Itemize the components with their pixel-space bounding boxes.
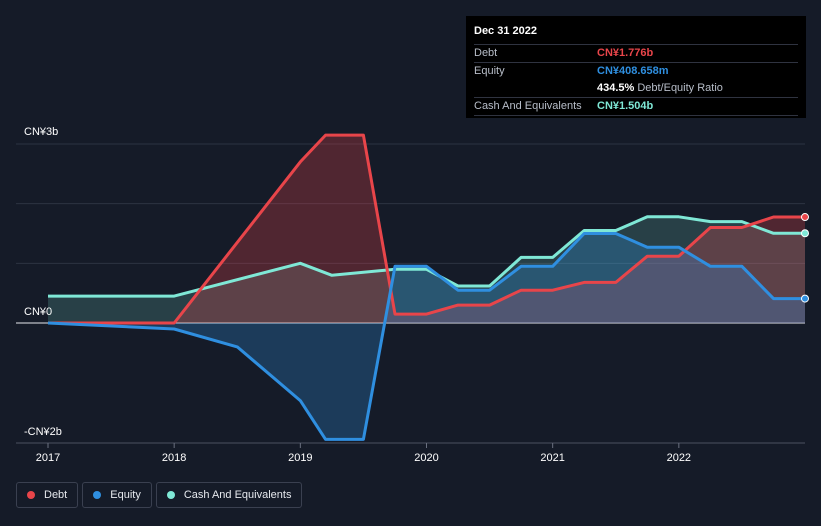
- x-tick-label-4: 2021: [540, 452, 564, 464]
- tooltip-ratio-value: 434.5%: [597, 82, 635, 94]
- legend-debt-label: Debt: [44, 489, 68, 501]
- tooltip-date: Dec 31 2022: [474, 25, 537, 37]
- y-tick-label-0: CN¥3b: [24, 126, 58, 138]
- chart-legend: Debt Equity Cash And Equivalents: [16, 482, 306, 510]
- tooltip-cash-value: CN¥1.504b: [597, 100, 654, 112]
- tooltip-debt-row: Debt CN¥1.776b: [474, 44, 798, 62]
- end-point-debt: [801, 213, 809, 222]
- y-tick-label-2: -CN¥2b: [24, 426, 62, 438]
- line-debt: [48, 133, 805, 325]
- tooltip-ratio-label: Debt/Equity Ratio: [637, 82, 723, 94]
- tooltip-debt-value: CN¥1.776b: [597, 47, 654, 59]
- series-end-points: [801, 213, 809, 303]
- tooltip-equity-value: CN¥408.658m: [597, 65, 669, 77]
- series-areas: [48, 135, 805, 440]
- equity-dot-icon: [93, 491, 102, 499]
- x-tick-label-2: 2019: [288, 452, 312, 464]
- tooltip-cash-label: Cash And Equivalents: [474, 100, 582, 112]
- y-tick-label-1: CN¥0: [24, 306, 52, 318]
- legend-item-debt[interactable]: Debt: [16, 482, 79, 508]
- debt-dot-icon: [27, 491, 35, 499]
- area-debt: [48, 135, 805, 323]
- cash-dot-icon: [166, 491, 175, 499]
- tooltip-equity-row: Equity CN¥408.658m: [474, 62, 798, 80]
- legend-cash-label: Cash And Equivalents: [183, 489, 292, 501]
- legend-equity-label: Equity: [110, 489, 141, 501]
- line-cash: [48, 215, 805, 298]
- end-point-cash: [801, 229, 809, 238]
- tooltip-cash-row: Cash And Equivalents CN¥1.504b: [474, 97, 798, 116]
- line-equity: [47, 232, 805, 441]
- tooltip-debt-label: Debt: [474, 47, 498, 59]
- legend-item-equity[interactable]: Equity: [82, 482, 152, 508]
- x-tick-label-0: 2017: [36, 452, 60, 464]
- area-equity: [48, 233, 805, 440]
- series-lines: [47, 133, 805, 441]
- y-axis-labels: CN¥3b CN¥0 -CN¥2b: [24, 126, 62, 438]
- legend-item-cash[interactable]: Cash And Equivalents: [155, 482, 303, 508]
- tooltip-equity-label: Equity: [474, 65, 505, 77]
- data-tooltip: Dec 31 2022 Debt CN¥1.776b Equity CN¥408…: [466, 16, 806, 118]
- x-tick-label-3: 2020: [414, 452, 438, 464]
- x-tick-label-1: 2018: [162, 452, 186, 464]
- end-point-equity: [801, 294, 809, 303]
- x-tick-label-5: 2022: [667, 452, 691, 464]
- tooltip-ratio-row: 434.5% Debt/Equity Ratio: [474, 80, 798, 97]
- x-axis-labels: 2017 2018 2019 2020 2021 2022: [36, 452, 691, 464]
